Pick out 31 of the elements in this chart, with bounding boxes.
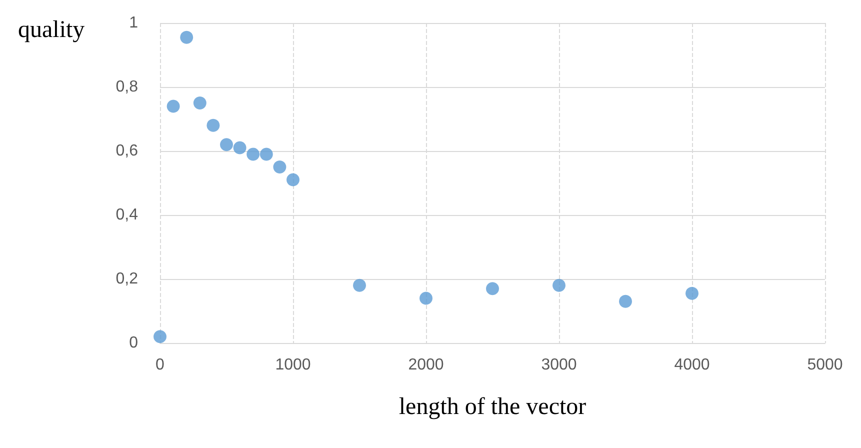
x-tick-label: 2000 <box>408 356 444 374</box>
x-tick-label: 3000 <box>541 356 577 374</box>
point <box>180 30 194 44</box>
y-tick-label: 1 <box>129 14 138 32</box>
point <box>686 286 698 300</box>
point <box>233 141 246 154</box>
y-tick-label: 0,4 <box>116 206 138 224</box>
point <box>166 100 180 113</box>
point <box>260 148 273 161</box>
point <box>220 138 233 152</box>
x-tick-label: 1000 <box>275 356 311 374</box>
x-tick-label: 0 <box>156 356 165 374</box>
x-tick-label: 5000 <box>807 356 843 374</box>
y-tick-label: 0,8 <box>116 78 138 96</box>
y-tick-label: 0,2 <box>116 270 138 288</box>
point <box>552 278 566 292</box>
point <box>154 330 166 344</box>
point <box>246 148 260 161</box>
y-tick-label: 0,6 <box>116 142 138 160</box>
point <box>420 292 432 305</box>
point <box>286 173 300 186</box>
x-axis-title: length of the vector <box>398 394 586 420</box>
y-tick-label: 0 <box>129 334 138 352</box>
point <box>273 160 286 174</box>
x-tick-label: 4000 <box>674 356 710 374</box>
point <box>353 278 366 292</box>
y-axis-title: quality <box>18 17 85 43</box>
point <box>193 96 206 110</box>
point <box>486 282 499 296</box>
point <box>206 118 220 132</box>
point <box>619 294 632 308</box>
